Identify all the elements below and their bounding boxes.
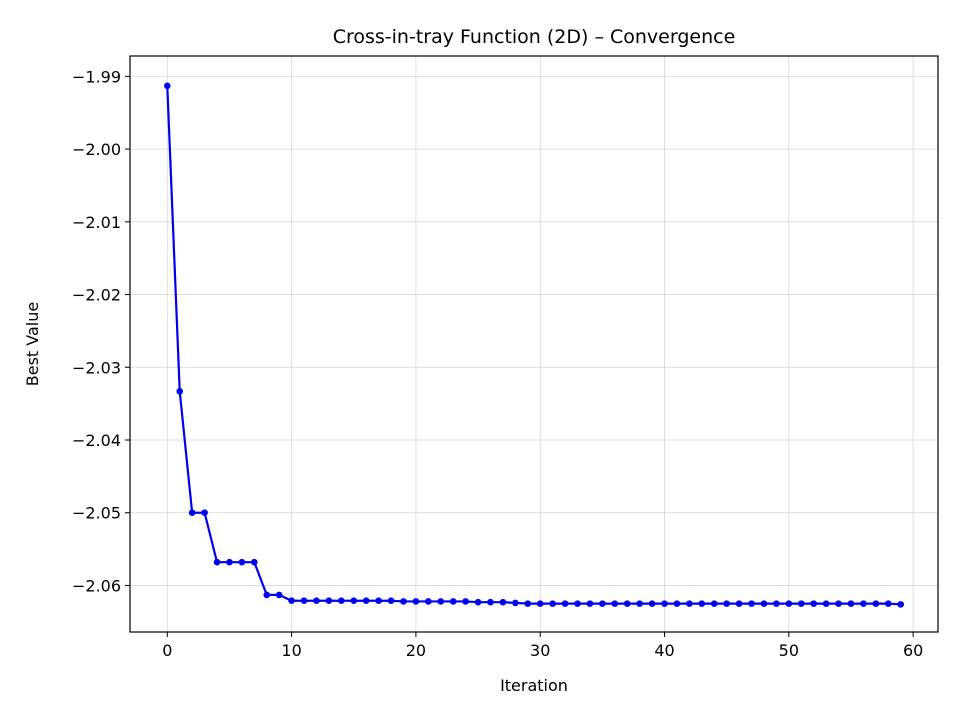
- data-point: [661, 600, 668, 607]
- data-point: [561, 600, 569, 607]
- data-point: [698, 600, 706, 607]
- y-tick-label: −2.05: [72, 504, 121, 523]
- data-point: [387, 597, 395, 605]
- data-point: [897, 601, 905, 608]
- data-point: [611, 600, 619, 607]
- x-tick-label: 20: [406, 641, 426, 660]
- data-point: [499, 598, 507, 606]
- data-point: [400, 598, 407, 605]
- data-point: [735, 600, 743, 607]
- y-axis-label: Best Value: [23, 302, 42, 386]
- data-point: [710, 600, 718, 607]
- y-tick-label: −2.00: [72, 140, 121, 159]
- data-point: [487, 598, 494, 606]
- y-axis-ticks: −1.99 −2.00 −2.01 −2.02 −2.03 −2.04 −2.05 −2.06: [72, 67, 130, 595]
- data-point: [686, 600, 693, 607]
- data-point: [822, 600, 830, 607]
- data-point: [884, 600, 892, 607]
- y-tick-label: −2.06: [72, 576, 121, 595]
- data-point: [163, 82, 171, 90]
- data-point: [847, 600, 855, 607]
- data-point: [375, 597, 382, 605]
- data-point: [760, 600, 768, 607]
- data-series: [163, 82, 905, 608]
- data-point: [288, 597, 295, 605]
- data-point: [773, 600, 780, 607]
- data-point: [810, 600, 817, 607]
- data-point: [325, 597, 333, 605]
- data-point: [412, 598, 420, 605]
- data-point: [350, 597, 358, 605]
- data-point: [536, 600, 544, 607]
- data-point: [549, 600, 556, 607]
- x-tick-label: 30: [530, 641, 550, 660]
- data-point: [586, 600, 594, 607]
- grid-lines: [130, 56, 938, 632]
- data-point: [313, 597, 320, 605]
- x-tick-label: 60: [903, 641, 923, 660]
- data-point: [362, 597, 370, 605]
- x-tick-label: 0: [162, 641, 172, 660]
- data-point: [574, 600, 581, 607]
- data-point: [723, 600, 730, 607]
- x-tick-label: 10: [281, 641, 301, 660]
- data-point: [474, 598, 482, 606]
- data-point: [512, 599, 519, 607]
- y-tick-label: −2.02: [72, 286, 121, 305]
- data-point: [437, 598, 445, 605]
- data-point: [176, 387, 184, 395]
- data-point: [338, 597, 345, 605]
- data-point: [300, 597, 308, 605]
- data-point: [263, 591, 271, 599]
- data-point: [188, 509, 196, 517]
- x-tick-label: 50: [779, 641, 799, 660]
- data-point: [275, 591, 283, 599]
- y-tick-label: −2.04: [72, 431, 121, 450]
- data-point: [860, 600, 867, 607]
- x-tick-label: 40: [654, 641, 674, 660]
- data-point: [785, 600, 793, 607]
- y-tick-label: −2.01: [72, 213, 121, 232]
- y-tick-label: −1.99: [72, 67, 121, 86]
- x-axis-ticks: 0 10 20 30 40 50 60: [162, 632, 923, 660]
- data-point: [226, 558, 233, 566]
- data-point: [425, 598, 432, 605]
- data-point: [623, 600, 631, 607]
- data-point: [238, 558, 246, 566]
- data-point: [797, 600, 805, 607]
- data-point: [599, 600, 606, 607]
- data-point: [524, 600, 532, 607]
- data-point: [748, 600, 755, 607]
- data-point: [213, 558, 221, 566]
- chart-title: Cross-in-tray Function (2D) – Convergenc…: [333, 26, 736, 48]
- data-point: [673, 600, 681, 607]
- x-axis-label: Iteration: [500, 676, 568, 695]
- data-point: [462, 598, 469, 605]
- data-point: [251, 558, 258, 566]
- y-tick-label: −2.03: [72, 358, 121, 377]
- data-point: [636, 600, 643, 607]
- data-point: [648, 600, 656, 607]
- data-point: [201, 509, 208, 517]
- data-point: [872, 600, 880, 607]
- data-point: [449, 598, 457, 605]
- plot-frame: [129, 55, 939, 633]
- data-point: [835, 600, 842, 607]
